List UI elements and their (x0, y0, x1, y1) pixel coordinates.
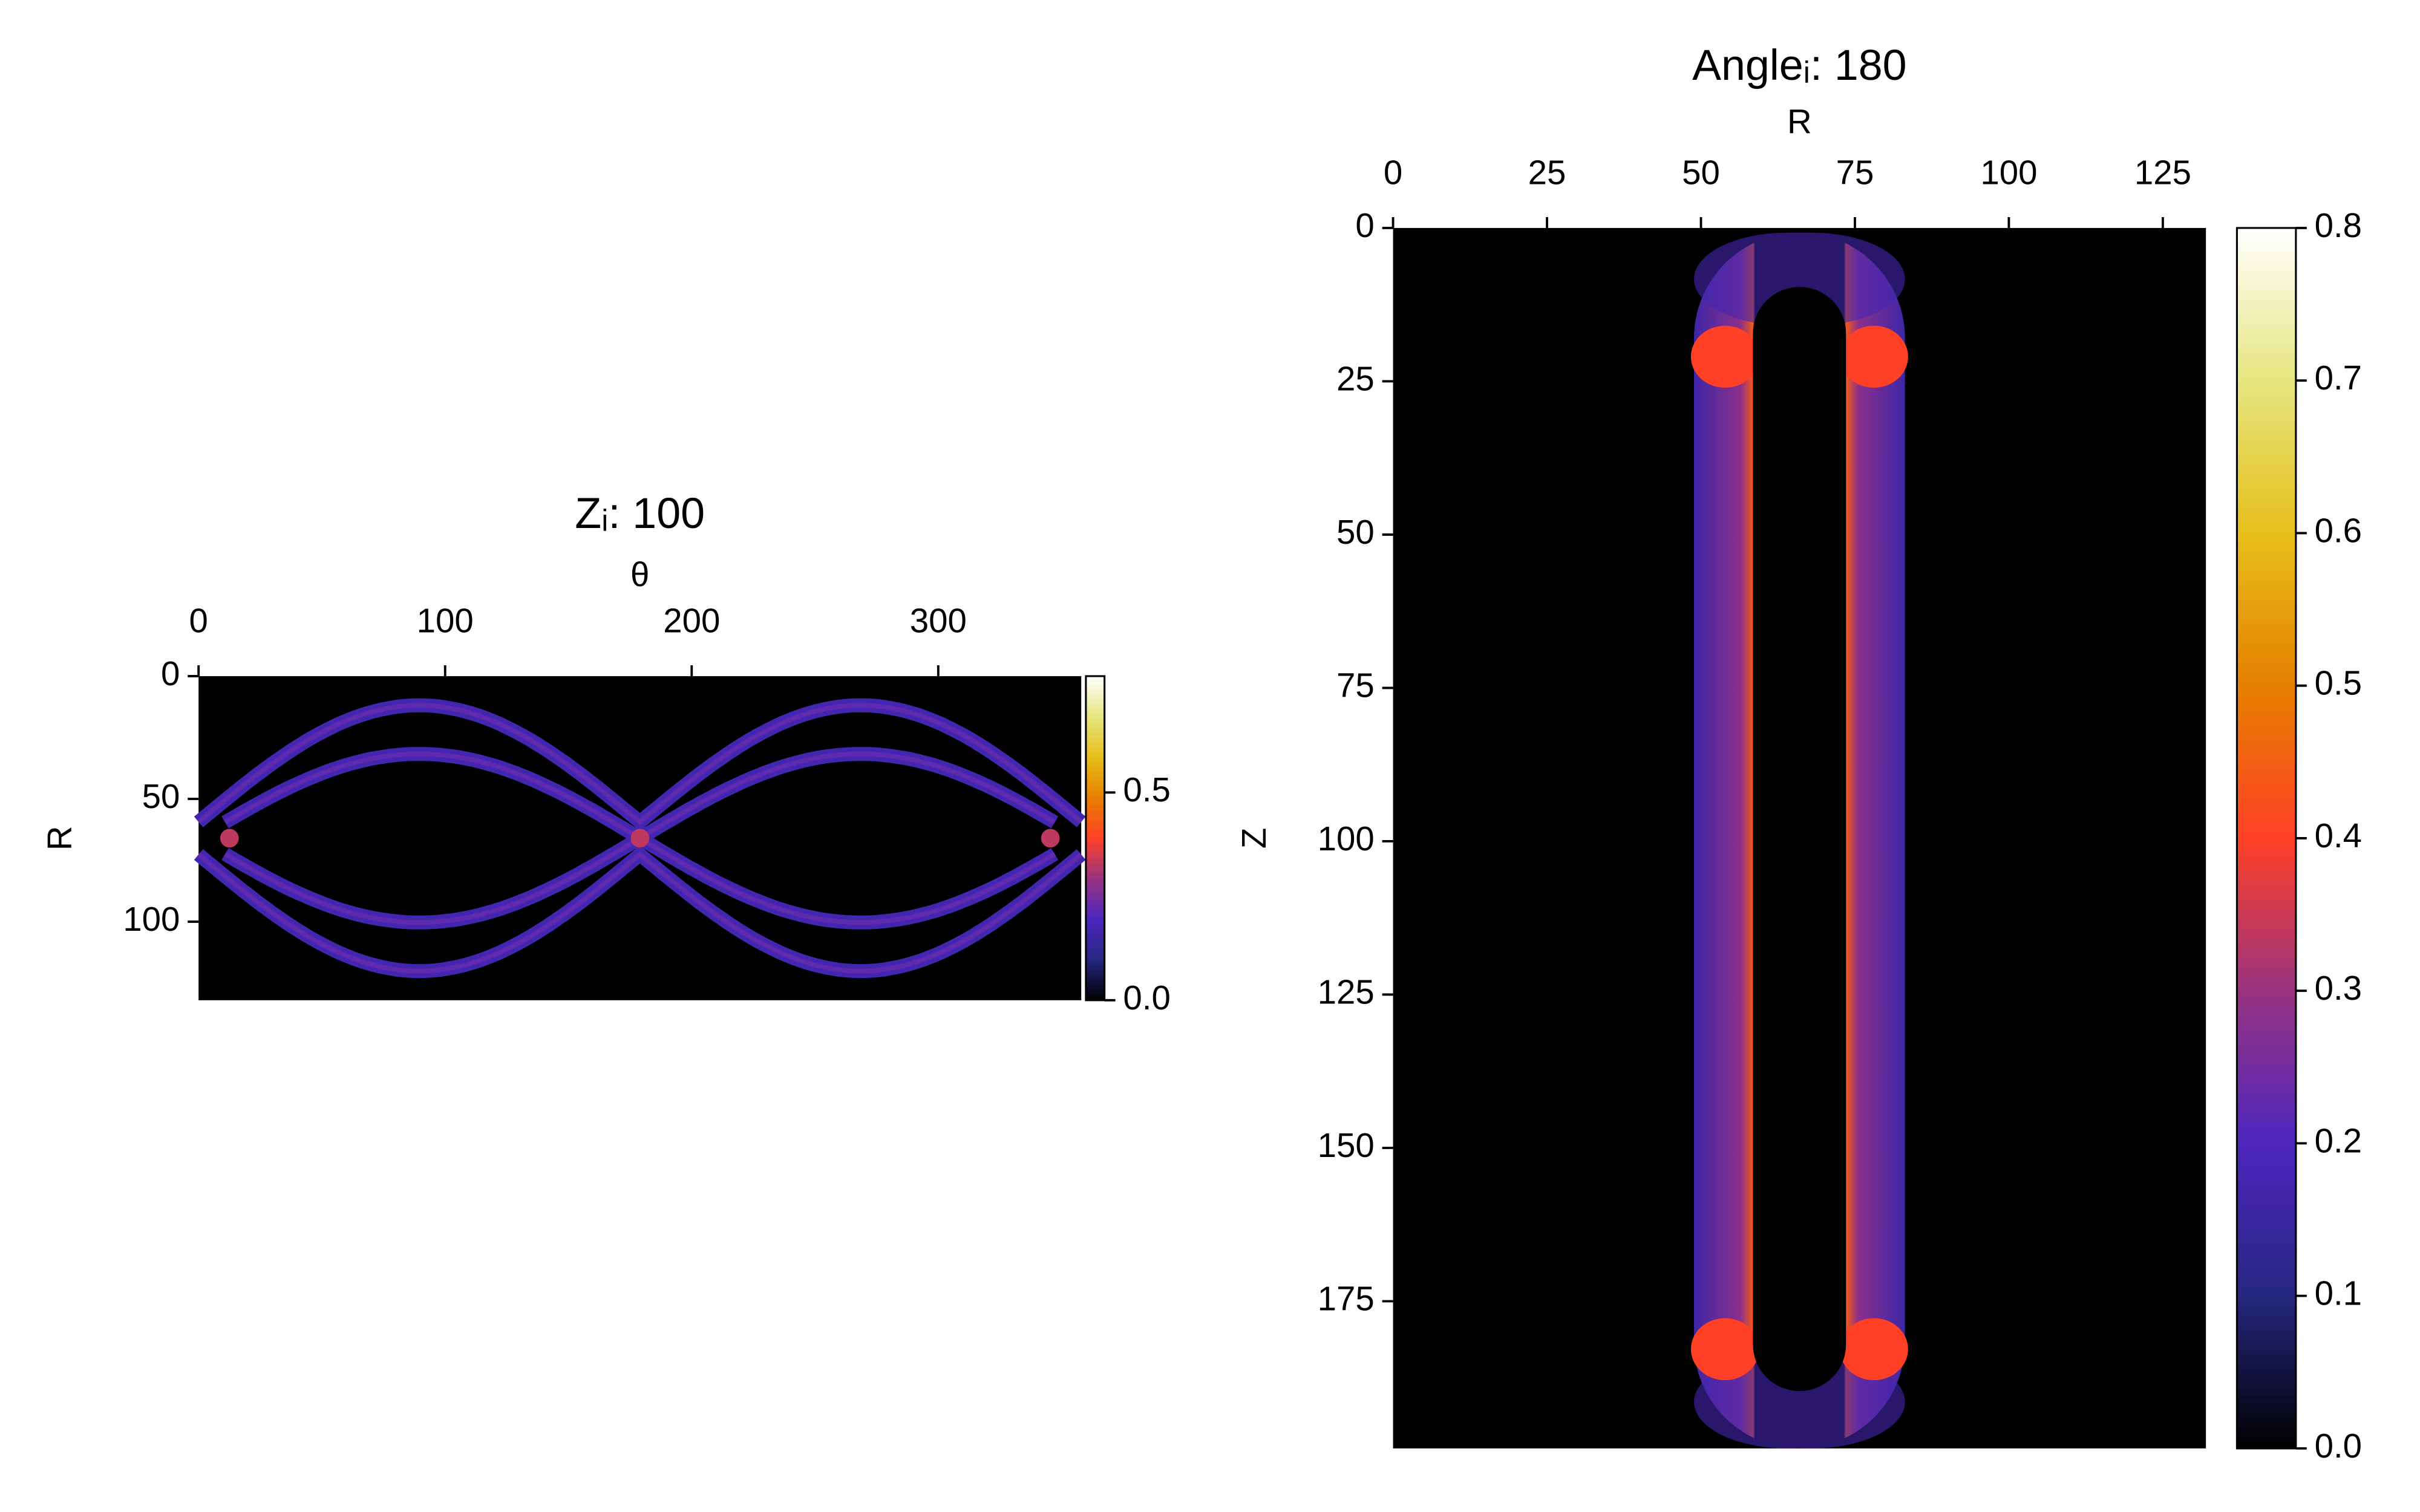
heatmap-hotspot (1840, 325, 1908, 388)
y-tick-label: 25 (1336, 359, 1375, 397)
heatmap-band-core (197, 703, 1083, 825)
chart-title: Zᵢ: 100 (575, 489, 705, 538)
x-tick-label: 125 (2134, 154, 2191, 192)
x-tick-label: 100 (417, 602, 474, 640)
y-tick-label: 100 (123, 900, 180, 938)
y-tick-label: 150 (1318, 1126, 1375, 1164)
colorbar (1085, 675, 1106, 1002)
colorbar-tick-label: 0.0 (1123, 979, 1170, 1017)
colorbar-tick-label: 0.5 (2315, 664, 2362, 702)
x-tick-label: 50 (1682, 154, 1720, 192)
y-tick-label: 50 (1336, 513, 1375, 551)
colorbar-tick-label: 0.2 (2315, 1121, 2362, 1159)
y-tick-label: 75 (1336, 666, 1375, 704)
x-tick-label: 0 (1384, 154, 1402, 192)
heatmap-hotspot (630, 829, 650, 848)
y-tick-label: 175 (1318, 1279, 1375, 1317)
heatmap-capsule-cap (1694, 1355, 1905, 1448)
heatmap-panel (194, 676, 1086, 1000)
y-axis-label: R (40, 826, 78, 851)
colorbar-tick-label: 0.1 (2315, 1274, 2362, 1312)
heatmap-hotspot (1690, 325, 1759, 388)
heatmap-void (1753, 287, 1846, 1391)
x-axis-label: θ (630, 555, 649, 593)
heatmap-band-core (197, 851, 1083, 974)
y-tick-label: 0 (161, 654, 180, 692)
y-tick-label: 0 (1355, 206, 1374, 244)
y-axis-label: Z (1235, 828, 1273, 849)
colorbar-tick-label: 0.7 (2315, 359, 2362, 397)
chart-title: Angleᵢ: 180 (1692, 41, 1907, 90)
x-tick-label: 0 (189, 602, 208, 640)
heatmap-hotspot (1840, 1318, 1908, 1381)
x-tick-label: 75 (1836, 154, 1874, 192)
y-tick-label: 125 (1318, 973, 1375, 1011)
colorbar-tick-label: 0.0 (2315, 1427, 2362, 1465)
heatmap-capsule-cap (1694, 232, 1905, 326)
colorbar-tick-label: 0.4 (2315, 816, 2362, 855)
x-axis-label: R (1787, 102, 1812, 140)
colorbar (2235, 227, 2297, 1450)
x-tick-label: 300 (910, 602, 967, 640)
x-tick-label: 200 (663, 602, 720, 640)
heatmap-panel (1393, 227, 2206, 1448)
colorbar-tick-label: 0.3 (2315, 969, 2362, 1007)
heatmap-hotspot (1041, 829, 1060, 848)
heatmap-hotspot (1690, 1318, 1759, 1381)
x-tick-label: 100 (1980, 154, 2037, 192)
colorbar-tick-label: 0.6 (2315, 511, 2362, 549)
heatmap-hotspot (220, 829, 239, 848)
y-tick-label: 100 (1318, 820, 1375, 858)
y-tick-label: 50 (142, 777, 180, 815)
colorbar-tick-label: 0.8 (2315, 206, 2362, 244)
colorbar-tick-label: 0.5 (1123, 771, 1170, 809)
x-tick-label: 25 (1528, 154, 1566, 192)
